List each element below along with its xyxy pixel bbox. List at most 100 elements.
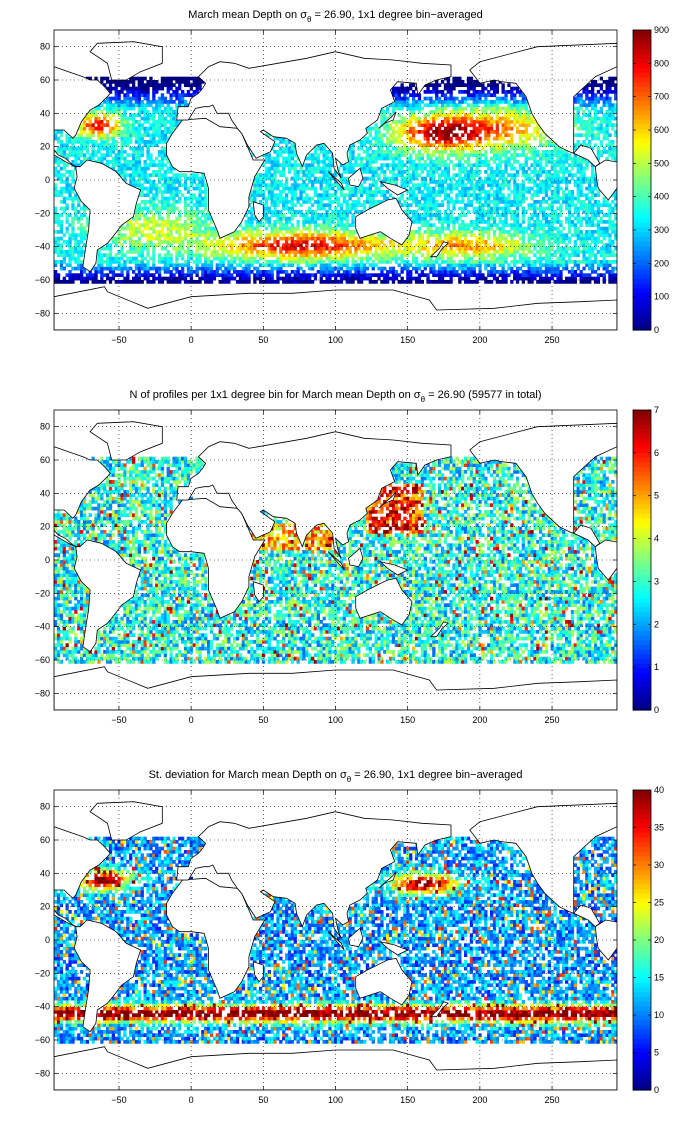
heatmap-cell <box>152 230 156 234</box>
heatmap-cell <box>556 176 560 181</box>
heatmap-cell <box>290 196 294 201</box>
heatmap-cell <box>250 246 254 251</box>
heatmap-cell <box>351 276 355 281</box>
heatmap-cell <box>412 150 416 154</box>
heatmap-cell <box>518 273 523 278</box>
heatmap-cell <box>244 256 248 261</box>
heatmap-cell <box>550 246 554 251</box>
heatmap-cell <box>80 246 84 251</box>
heatmap-cell <box>256 226 260 231</box>
heatmap-cell <box>334 210 338 214</box>
heatmap-cell <box>423 263 427 268</box>
heatmap-cell <box>469 153 474 158</box>
heatmap-cell <box>336 236 341 241</box>
heatmap-cell <box>140 200 144 204</box>
heatmap-cell <box>313 230 318 234</box>
heatmap-cell <box>65 143 69 148</box>
heatmap-cell <box>368 170 372 174</box>
heatmap-cell <box>539 156 543 161</box>
heatmap-cell <box>501 150 505 154</box>
heatmap-cell <box>360 273 364 278</box>
heatmap-cell <box>155 270 159 274</box>
heatmap-cell <box>591 213 595 218</box>
heatmap-cell <box>394 260 398 264</box>
heatmap-cell <box>391 280 396 284</box>
heatmap-cell <box>80 253 84 258</box>
heatmap-cell <box>178 263 182 268</box>
heatmap-cell <box>495 203 499 208</box>
heatmap-cell <box>585 263 589 268</box>
heatmap-cell <box>362 273 367 278</box>
heatmap-cell <box>475 200 479 204</box>
heatmap-cell <box>438 163 442 168</box>
heatmap-cell <box>149 216 153 221</box>
heatmap-cell <box>426 250 430 254</box>
heatmap-cell <box>380 273 384 278</box>
heatmap-cell <box>412 256 416 261</box>
heatmap-cell <box>539 233 543 238</box>
heatmap-cell <box>544 250 549 254</box>
heatmap-cell <box>186 253 191 258</box>
heatmap-cell <box>426 156 430 161</box>
heatmap-cell <box>285 156 289 161</box>
heatmap-cell <box>201 190 205 194</box>
heatmap-cell <box>449 230 453 234</box>
heatmap-cell <box>429 226 433 231</box>
heatmap-cell <box>120 153 124 158</box>
heatmap-cell <box>576 246 580 251</box>
heatmap-cell <box>487 270 491 274</box>
heatmap-cell <box>391 266 396 271</box>
heatmap-cell <box>608 220 612 224</box>
heatmap-cell <box>504 230 508 234</box>
heatmap-cell <box>80 153 84 158</box>
heatmap-cell <box>212 233 217 238</box>
heatmap-cell <box>62 206 66 211</box>
heatmap-cell <box>117 160 121 164</box>
heatmap-cell <box>290 230 294 234</box>
heatmap-cell <box>498 173 502 178</box>
heatmap-cell <box>591 233 595 238</box>
heatmap-cell <box>605 230 609 234</box>
heatmap-cell <box>299 186 303 191</box>
heatmap-cell <box>143 143 147 148</box>
heatmap-cell <box>305 193 309 198</box>
heatmap-cell <box>472 253 476 258</box>
heatmap-cell <box>152 196 156 201</box>
heatmap-cell <box>316 250 320 254</box>
heatmap-cell <box>400 173 404 178</box>
heatmap-cell <box>273 143 277 148</box>
heatmap-cell <box>201 230 205 234</box>
heatmap-cell <box>325 163 329 168</box>
heatmap-cell <box>149 200 153 204</box>
heatmap-cell <box>279 180 283 184</box>
heatmap-cell <box>435 270 439 274</box>
heatmap-cell <box>172 220 176 224</box>
heatmap-cell <box>383 246 387 251</box>
heatmap-cell <box>611 206 615 211</box>
heatmap-cell <box>267 156 271 161</box>
heatmap-cell <box>487 226 491 231</box>
heatmap-cell <box>207 256 211 261</box>
heatmap-cell <box>267 193 271 198</box>
heatmap-cell <box>183 203 188 208</box>
heatmap-cell <box>510 280 514 284</box>
heatmap-cell <box>195 213 199 218</box>
heatmap-cell <box>250 230 254 234</box>
heatmap-cell <box>440 186 445 191</box>
heatmap-cell <box>319 236 323 241</box>
heatmap-cell <box>360 163 364 168</box>
heatmap-cell <box>469 183 474 188</box>
heatmap-cell <box>530 153 534 158</box>
heatmap-cell <box>461 170 465 174</box>
heatmap-cell <box>567 153 572 158</box>
heatmap-cell <box>579 193 583 198</box>
heatmap-cell <box>132 233 136 238</box>
heatmap-cell <box>166 170 170 174</box>
heatmap-cell <box>319 270 323 274</box>
heatmap-cell <box>209 216 214 221</box>
heatmap-cell <box>290 210 294 214</box>
heatmap-cell <box>400 193 404 198</box>
heatmap-cell <box>409 193 413 198</box>
heatmap-cell <box>360 190 364 194</box>
heatmap-cell <box>380 153 384 158</box>
